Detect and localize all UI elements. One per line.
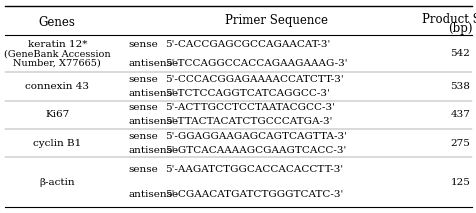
Text: antisense: antisense [129, 190, 178, 199]
Text: antisense: antisense [129, 118, 178, 127]
Text: 542: 542 [449, 49, 469, 58]
Text: sense: sense [129, 40, 158, 49]
Text: Product Size: Product Size [422, 13, 476, 26]
Text: 5'-GTCACAAAAGCGAAGTCACC-3': 5'-GTCACAAAAGCGAAGTCACC-3' [164, 146, 345, 155]
Text: 5'-GGAGGAAGAGCAGTCAGTTA-3': 5'-GGAGGAAGAGCAGTCAGTTA-3' [164, 132, 346, 141]
Text: 5'-ACTTGCCTCCTAATACGCC-3': 5'-ACTTGCCTCCTAATACGCC-3' [164, 103, 334, 112]
Text: 5'-CACCGAGCGCCAGAACAT-3': 5'-CACCGAGCGCCAGAACAT-3' [164, 40, 329, 49]
Text: β-actin: β-actin [40, 177, 75, 187]
Text: 5'-TTACTACATCTGCCCATGA-3': 5'-TTACTACATCTGCCCATGA-3' [164, 118, 331, 127]
Text: Primer Sequence: Primer Sequence [225, 14, 327, 27]
Text: sense: sense [129, 103, 158, 112]
Text: 5'-CCCACGGAGAAAACCATCTT-3': 5'-CCCACGGAGAAAACCATCTT-3' [164, 75, 342, 84]
Text: antisense: antisense [129, 59, 178, 68]
Text: sense: sense [129, 132, 158, 141]
Text: cyclin B1: cyclin B1 [33, 139, 81, 148]
Text: antisense: antisense [129, 146, 178, 155]
Text: 5'-CGAACATGATCTGGGTCATC-3': 5'-CGAACATGATCTGGGTCATC-3' [164, 190, 342, 199]
Text: (GeneBank Accession: (GeneBank Accession [4, 49, 110, 58]
Text: sense: sense [129, 165, 158, 174]
Text: antisense: antisense [129, 89, 178, 98]
Text: (bp): (bp) [447, 22, 472, 35]
Text: 437: 437 [449, 110, 469, 119]
Text: Ki67: Ki67 [45, 110, 69, 119]
Text: 275: 275 [449, 139, 469, 148]
Text: Genes: Genes [39, 16, 76, 29]
Text: Number, X77665): Number, X77665) [13, 59, 101, 68]
Text: 5'-TCCAGGCCACCAGAAGAAAG-3': 5'-TCCAGGCCACCAGAAGAAAG-3' [164, 59, 347, 68]
Text: connexin 43: connexin 43 [25, 82, 89, 91]
Text: 125: 125 [449, 177, 469, 187]
Text: 538: 538 [449, 82, 469, 91]
Text: keratin 12*: keratin 12* [28, 40, 87, 49]
Text: 5'-AAGATCTGGCACCACACCTT-3': 5'-AAGATCTGGCACCACACCTT-3' [164, 165, 342, 174]
Text: 5'-TCTCCAGGTCATCAGGCC-3': 5'-TCTCCAGGTCATCAGGCC-3' [164, 89, 328, 98]
Text: sense: sense [129, 75, 158, 84]
